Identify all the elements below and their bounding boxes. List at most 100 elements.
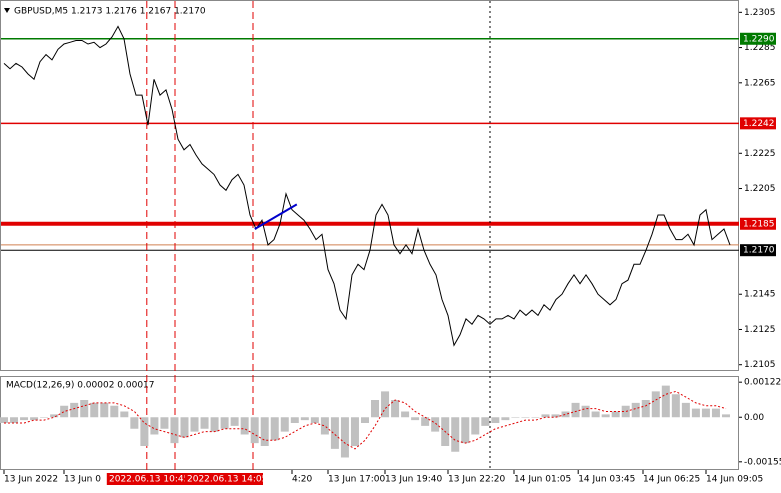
macd-bar <box>220 417 229 429</box>
macd-bar <box>611 411 620 418</box>
vertical-line-label-bg <box>107 473 185 485</box>
macd-bar <box>10 417 19 423</box>
macd-bar <box>180 417 189 438</box>
macd-title: MACD(12,26,9) 0.00002 0.00017 <box>6 381 155 391</box>
macd-bar <box>40 417 49 418</box>
macd-bar <box>80 400 89 418</box>
price-line <box>3 25 731 347</box>
macd-bar <box>150 417 159 435</box>
macd-bar <box>360 417 369 423</box>
macd-bar <box>631 402 640 418</box>
x-tick-label: 14 Jun 03:45 <box>578 475 635 485</box>
macd-bar <box>411 417 420 421</box>
vertical-line-label: 2022.06.13 10:45 <box>109 475 189 485</box>
level-label: 1.2170 <box>743 246 775 256</box>
y-tick-label: 0.00122 <box>744 378 781 388</box>
macd-bar <box>401 411 410 418</box>
vertical-line-label: 2022.06.13 14:05 <box>187 475 267 485</box>
x-tick-label: 13 Jun 0 <box>64 475 101 485</box>
macd-bar <box>330 417 339 449</box>
chart-title: GBPUSD,M5 1.2173 1.2176 1.2167 1.2170 <box>14 7 206 17</box>
y-tick-label: 1.2285 <box>744 43 776 53</box>
macd-bar <box>30 417 39 421</box>
macd-bar <box>701 408 710 418</box>
macd-bar <box>541 414 550 418</box>
macd-bar <box>471 417 480 435</box>
x-tick-label: 13 Jun 22:20 <box>448 475 505 485</box>
macd-bar <box>451 417 460 452</box>
macd-bar <box>581 405 590 418</box>
macd-bar <box>270 417 279 441</box>
macd-bar <box>130 417 139 429</box>
macd-bar <box>300 417 309 421</box>
macd-bar <box>621 405 630 418</box>
macd-bar <box>320 417 329 435</box>
macd-bar <box>350 417 359 446</box>
menu-arrow <box>4 8 10 13</box>
macd-bar <box>310 417 319 423</box>
x-tick-label: 4:20 <box>292 475 312 485</box>
macd-bar <box>110 405 119 418</box>
macd-bar <box>240 417 249 435</box>
macd-bar <box>551 414 560 418</box>
macd-bar <box>230 417 239 426</box>
macd-bar <box>521 417 530 418</box>
macd-bar <box>421 417 430 426</box>
level-label-bg <box>740 244 776 257</box>
macd-bar <box>681 402 690 418</box>
level-label: 1.2242 <box>743 119 775 129</box>
macd-bar <box>391 400 400 418</box>
level-label-bg <box>740 32 776 45</box>
vertical-line-label-bg <box>185 473 263 485</box>
macd-bar <box>60 405 69 418</box>
macd-bar <box>190 417 199 432</box>
y-tick-label: 1.2265 <box>744 78 776 88</box>
macd-bar <box>571 402 580 418</box>
macd-bar <box>100 402 109 418</box>
level-label: 1.2290 <box>743 34 775 44</box>
macd-bar <box>431 417 440 432</box>
macd-bar <box>481 417 490 426</box>
x-tick-label: 14 Jun 09:05 <box>706 475 763 485</box>
macd-bar <box>461 417 470 444</box>
y-tick-label: 1.2305 <box>744 8 776 18</box>
signal-line <box>4 390 727 450</box>
level-label-bg <box>740 217 776 230</box>
macd-bar <box>371 400 380 418</box>
macd-bar <box>601 414 610 418</box>
macd-bar <box>561 411 570 418</box>
y-tick-label: 1.2225 <box>744 149 776 159</box>
x-tick-label: 13 Jun 19:40 <box>385 475 442 485</box>
macd-bar <box>90 402 99 418</box>
y-tick-label: 1.2145 <box>744 290 776 300</box>
macd-bar <box>70 402 79 418</box>
macd-bar <box>200 417 209 429</box>
macd-bar <box>651 391 660 418</box>
macd-bar <box>340 417 349 458</box>
macd-bar <box>711 408 720 418</box>
macd-bar <box>501 417 510 421</box>
macd-bar <box>511 417 520 418</box>
macd-bar <box>210 417 219 432</box>
y-tick-label: 1.2205 <box>744 184 776 194</box>
macd-bar <box>591 411 600 418</box>
macd-bar <box>641 400 650 418</box>
macd-bar <box>160 417 169 429</box>
macd-bar <box>140 417 149 446</box>
trend-line <box>254 203 298 230</box>
macd-bar <box>280 417 289 432</box>
y-tick-label: -0.00155 <box>744 457 781 467</box>
macd-bar <box>531 417 540 418</box>
macd-bar <box>691 408 700 418</box>
macd-bar <box>20 417 29 421</box>
y-tick-label: 0.00 <box>744 413 764 423</box>
macd-bar <box>491 417 500 423</box>
x-tick-label: 14 Jun 01:05 <box>514 475 571 485</box>
macd-bar <box>661 385 670 418</box>
x-tick-label: 13 Jun 2022 <box>4 475 58 485</box>
macd-bar <box>381 391 390 418</box>
macd-bar <box>260 417 269 446</box>
macd-bar <box>170 417 179 444</box>
level-label: 1.2185 <box>743 219 775 229</box>
